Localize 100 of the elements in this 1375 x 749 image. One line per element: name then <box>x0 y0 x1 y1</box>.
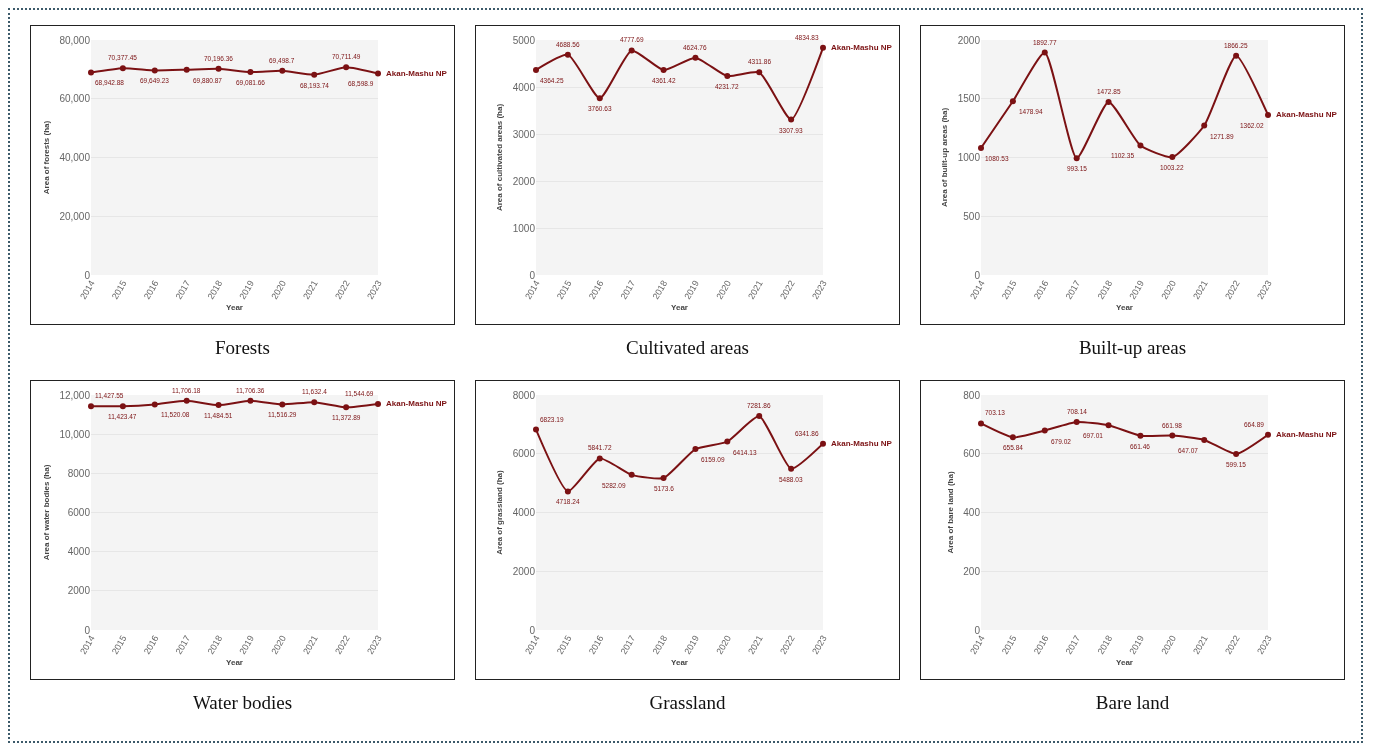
text: Forests <box>214 337 271 359</box>
point <box>1265 111 1271 118</box>
text: Water bodies <box>191 692 294 714</box>
point <box>788 465 795 472</box>
point <box>1233 52 1240 59</box>
text: Cultivated areas <box>625 337 750 359</box>
point <box>1073 155 1080 162</box>
point <box>756 69 763 76</box>
point <box>628 47 635 54</box>
y-tick-label: 2000 <box>512 175 536 187</box>
y-tick-label: 6000 <box>67 507 91 518</box>
point <box>692 446 699 453</box>
point <box>183 66 190 73</box>
point <box>1041 49 1048 56</box>
y-tick-label: 600 <box>963 448 981 460</box>
y-tick-label: 60,000 <box>59 93 91 105</box>
text: Built-up areas <box>1077 337 1188 359</box>
point <box>628 471 635 478</box>
point <box>343 64 350 71</box>
y-axis-title: Area of forests (ha) <box>42 120 52 195</box>
series-label: Akan-Mashu NP <box>386 399 448 408</box>
point <box>1009 98 1016 105</box>
y-tick-label: 0 <box>84 624 91 636</box>
y-tick-label: 4000 <box>512 81 536 93</box>
point <box>564 488 571 495</box>
point <box>1041 427 1048 434</box>
y-tick-label: 3000 <box>512 128 536 140</box>
point <box>279 67 286 74</box>
y-axis-title: Area of water bodies (ha) <box>42 464 52 561</box>
y-tick-label: 0 <box>974 269 981 281</box>
point <box>820 440 826 447</box>
y-tick-label: 500 <box>963 210 981 222</box>
y-tick-label: 2000 <box>67 585 91 597</box>
x-axis-title: Year <box>1116 303 1133 313</box>
point <box>756 413 763 420</box>
point <box>533 66 539 73</box>
point <box>1201 436 1208 443</box>
y-tick-label: 0 <box>529 269 536 281</box>
point <box>1137 432 1144 439</box>
point <box>375 70 381 77</box>
point <box>1169 154 1176 161</box>
y-tick-label: 1000 <box>512 222 536 234</box>
point <box>311 71 318 78</box>
y-tick-label: 400 <box>963 507 981 518</box>
y-tick-label: 0 <box>529 624 536 636</box>
y-tick-label: 20,000 <box>59 210 91 222</box>
point <box>1105 98 1112 105</box>
point <box>978 145 984 152</box>
point <box>1009 434 1016 441</box>
y-tick-label: 2000 <box>957 34 981 46</box>
point <box>1265 431 1271 438</box>
point <box>724 438 731 445</box>
y-tick-label: 0 <box>974 624 981 636</box>
point <box>151 67 158 74</box>
y-tick-label: 12,000 <box>59 389 91 401</box>
point <box>978 420 984 427</box>
series-label: Akan-Mashu NP <box>831 439 893 448</box>
point <box>692 54 699 61</box>
y-tick-label: 4000 <box>67 546 91 558</box>
point <box>1073 418 1080 425</box>
y-tick-label: 10,000 <box>59 428 91 440</box>
point <box>533 426 539 433</box>
point <box>1137 142 1144 149</box>
y-tick-label: 8000 <box>512 389 536 401</box>
y-tick-label: 80,000 <box>59 34 91 46</box>
point <box>1233 451 1240 457</box>
y-tick-label: 5000 <box>512 34 536 46</box>
point <box>88 69 94 76</box>
point <box>724 73 731 80</box>
y-tick-label: 40,000 <box>59 152 91 163</box>
x-axis-title: Year <box>1116 658 1133 668</box>
point <box>215 65 222 72</box>
point <box>596 95 603 102</box>
text: Grassland <box>648 692 727 714</box>
point <box>1105 422 1112 429</box>
point <box>660 475 667 482</box>
y-tick-label: 1000 <box>957 152 981 163</box>
y-axis-title: Area of built-up areas (ha) <box>940 107 950 208</box>
series-label: Akan-Mashu NP <box>1276 430 1338 439</box>
point <box>119 65 126 72</box>
y-tick-label: 8000 <box>67 467 91 479</box>
y-tick-label: 2000 <box>512 565 536 577</box>
series-label: Akan-Mashu NP <box>831 43 893 52</box>
point <box>660 67 667 74</box>
point <box>1201 122 1208 129</box>
point <box>1169 432 1176 439</box>
point <box>596 455 603 462</box>
text: Bare land <box>1094 692 1171 714</box>
y-tick-label: 0 <box>84 269 91 281</box>
x-axis-title: Year <box>226 303 243 313</box>
x-axis-title: Year <box>671 658 688 668</box>
y-tick-label: 1500 <box>957 93 981 105</box>
y-axis-title: Area of grassland (ha) <box>495 469 505 555</box>
x-axis-title: Year <box>671 303 688 313</box>
point <box>788 116 795 123</box>
y-tick-label: 800 <box>963 389 981 401</box>
point <box>820 44 826 51</box>
x-axis-title: Year <box>226 658 243 668</box>
series-label: Akan-Mashu NP <box>386 69 448 78</box>
point <box>564 51 571 58</box>
